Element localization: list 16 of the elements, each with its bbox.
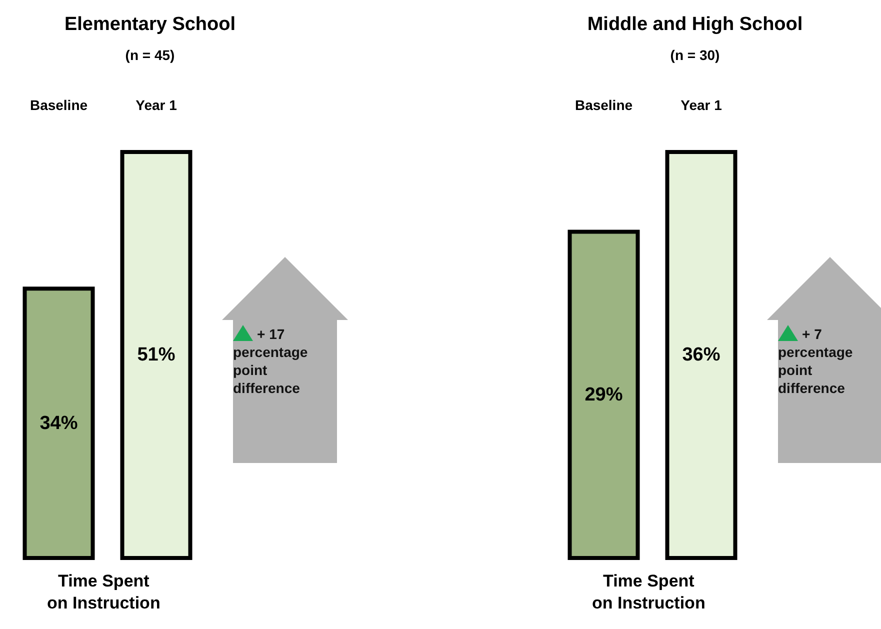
x-tick-label: Year 1 (680, 97, 722, 113)
x-axis-title: Time Spent on Instruction (592, 572, 706, 612)
text: + 7 percentage point difference (778, 326, 853, 396)
chart-title: Middle and High School (587, 14, 803, 35)
data-label: 29% (584, 384, 623, 406)
chart-subtitle: (n = 30) (670, 47, 720, 63)
x-axis-title: Time Spent on Instruction (46, 572, 160, 612)
chart-title: Elementary School (64, 14, 236, 35)
data-label: 51% (137, 344, 176, 366)
x-tick-label: Year 1 (136, 97, 178, 113)
data-label: 34% (40, 412, 78, 434)
chart-subtitle: (n = 45) (125, 47, 175, 63)
text: + 17 percentage point difference (233, 326, 308, 396)
data-label: 36% (682, 344, 720, 366)
x-tick-label: Baseline (30, 97, 88, 113)
x-tick-label: Baseline (574, 97, 633, 113)
